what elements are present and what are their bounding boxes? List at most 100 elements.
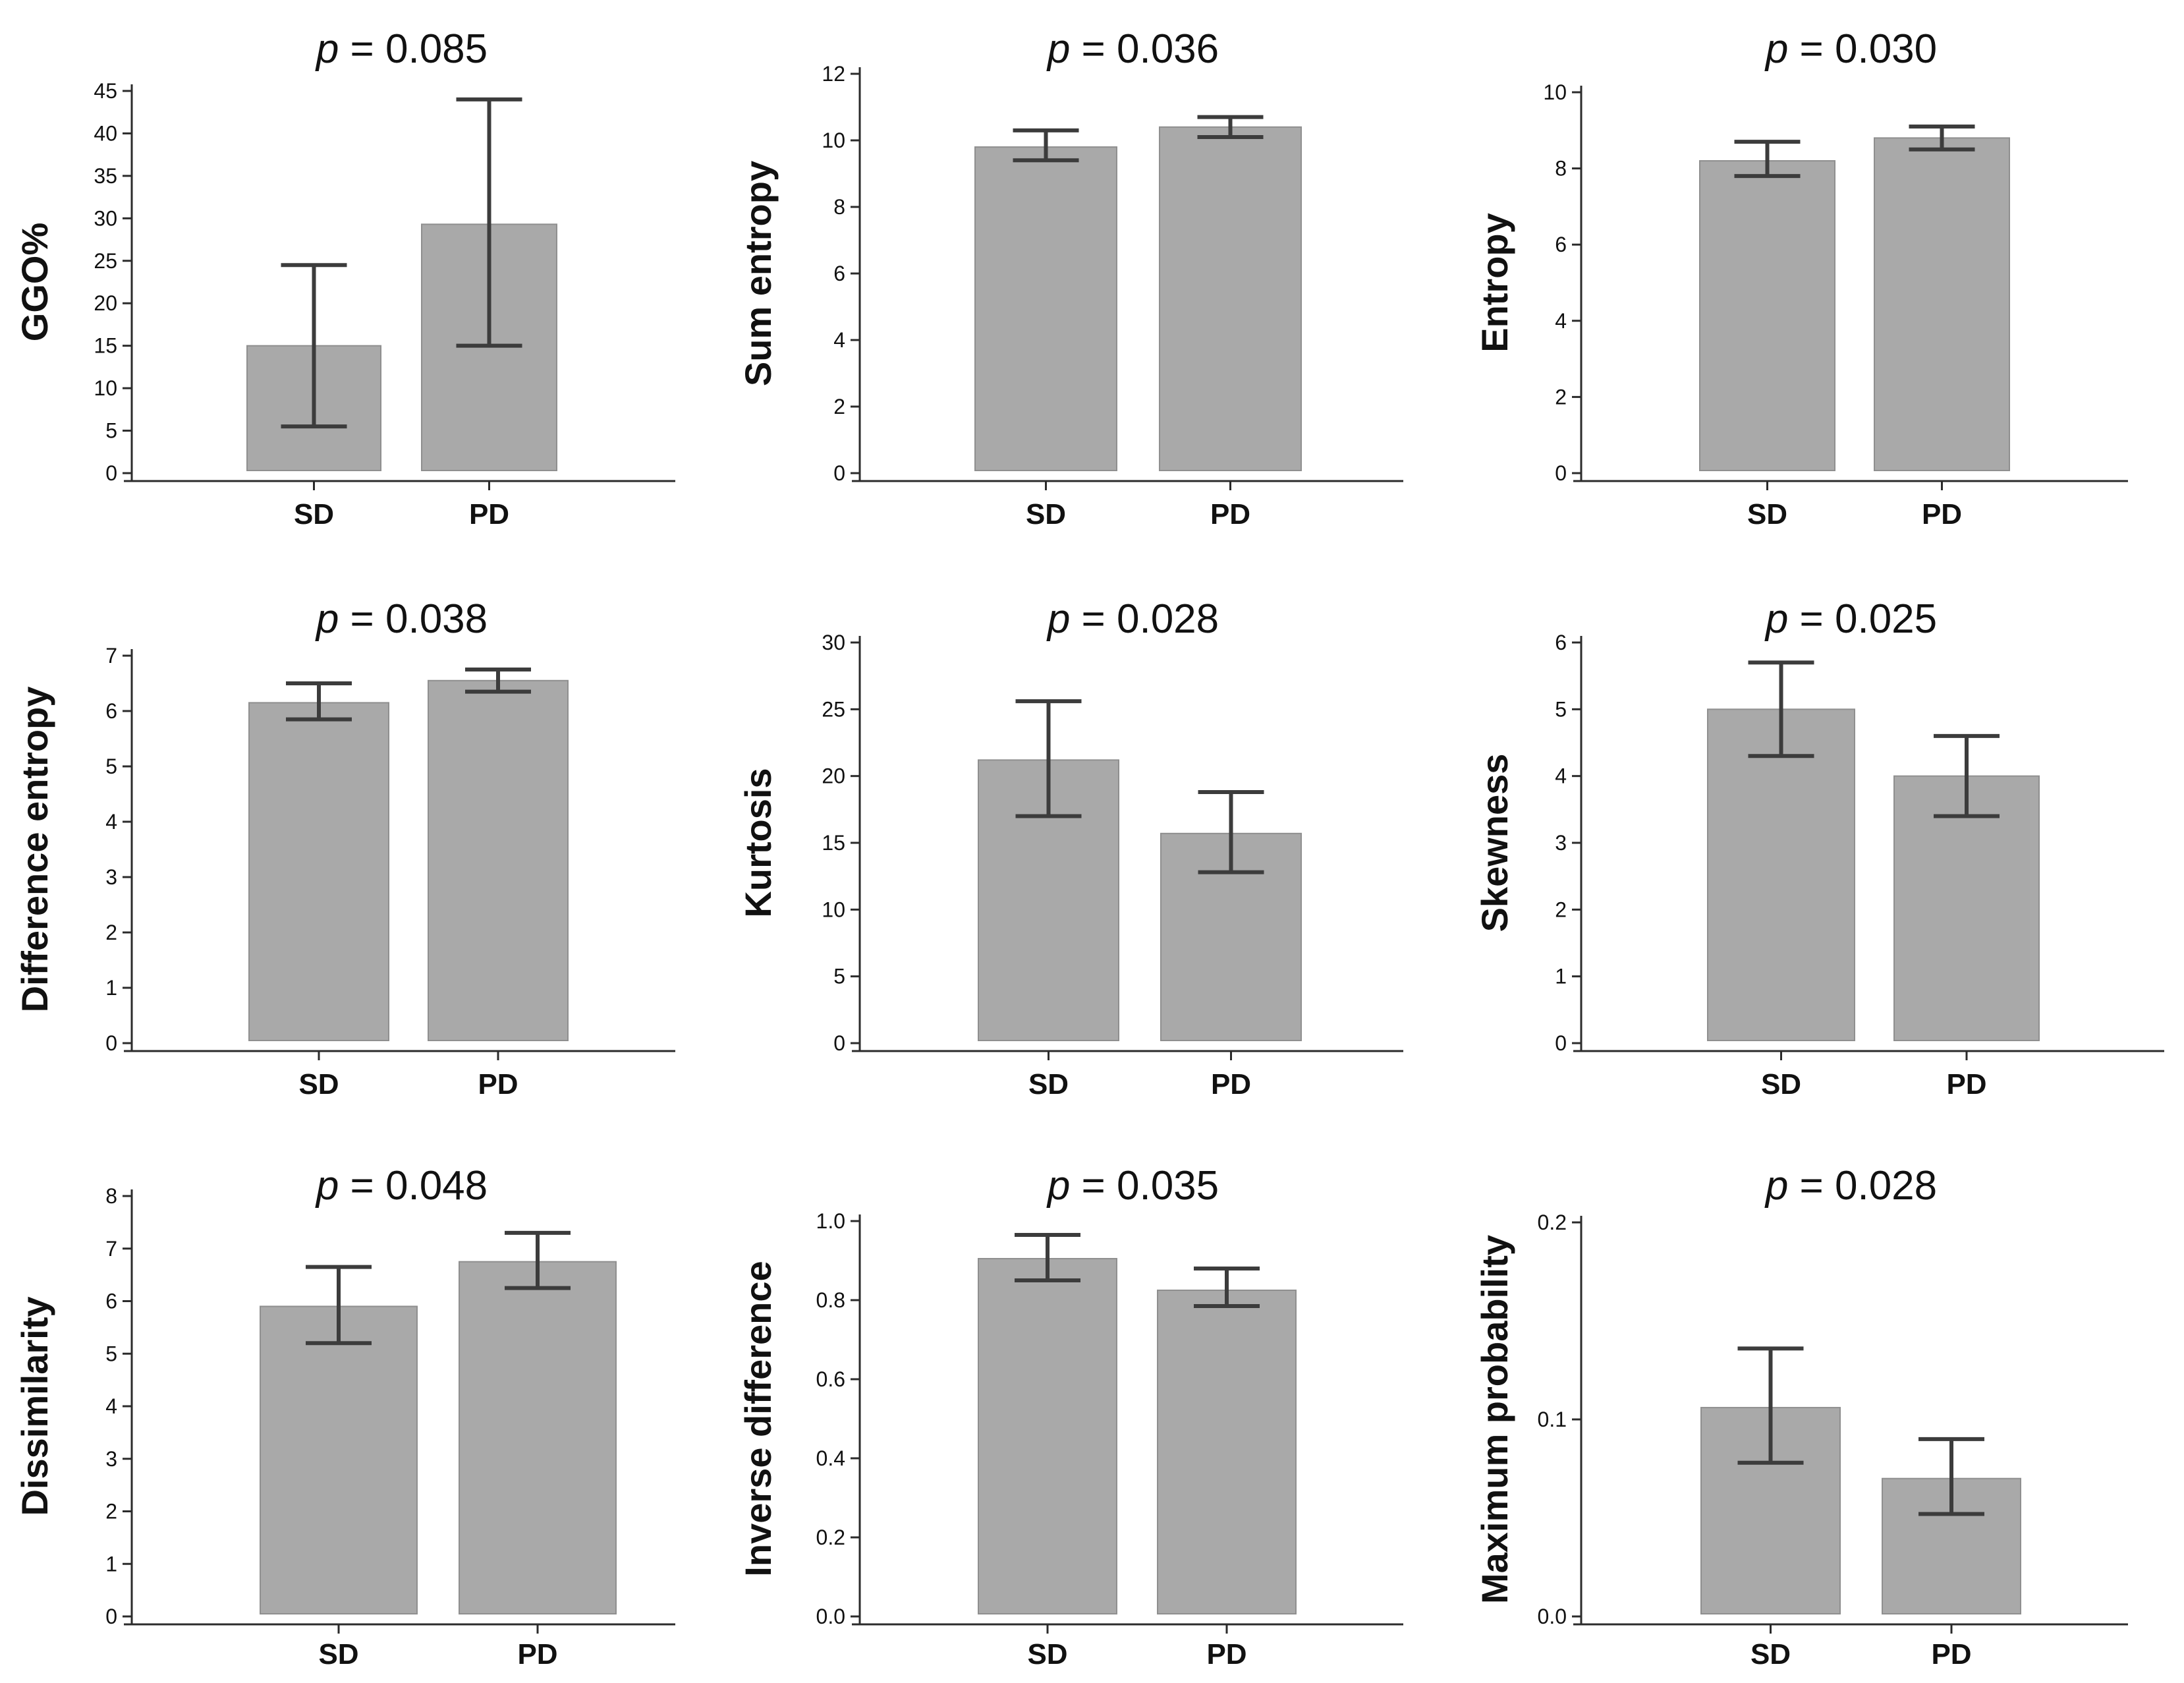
y-tick-label: 8 <box>1555 157 1567 181</box>
p-value: = 0.028 <box>1788 1163 1937 1209</box>
y-tick-label: 2 <box>105 921 117 944</box>
y-tick-label: 5 <box>105 1342 117 1365</box>
y-tick-label: 0 <box>1555 461 1567 485</box>
y-tick-label: 3 <box>1555 831 1567 855</box>
y-axis-label: GGO% <box>14 223 55 341</box>
y-tick-label: 4 <box>833 328 845 352</box>
x-tick-label: PD <box>1946 1068 1986 1100</box>
y-tick-label: 0 <box>1555 1031 1567 1055</box>
x-tick-label: PD <box>1211 1068 1251 1100</box>
y-tick-label: 0.0 <box>1538 1605 1567 1628</box>
y-tick-label: 6 <box>105 699 117 723</box>
y-tick-label: 0.0 <box>816 1605 845 1628</box>
y-tick-label: 2 <box>1555 385 1567 409</box>
p-value: = 0.036 <box>1070 26 1219 72</box>
y-tick-label: 0.2 <box>1538 1211 1567 1234</box>
p-value: = 0.048 <box>339 1163 488 1209</box>
error-bar-pd <box>1198 789 1264 874</box>
y-tick-label: 0 <box>833 1031 845 1055</box>
y-tick-label: 6 <box>1555 631 1567 654</box>
y-tick-label: 2 <box>105 1500 117 1524</box>
p-symbol: p <box>1046 596 1070 642</box>
error-bar-pd <box>505 1230 571 1290</box>
y-tick-label: 0.8 <box>816 1288 845 1312</box>
x-tick-label: SD <box>1761 1068 1801 1100</box>
y-tick-label: 4 <box>1555 764 1567 788</box>
x-tick-label: SD <box>1026 498 1066 530</box>
x-tick-label: PD <box>1922 498 1962 530</box>
p-value: = 0.085 <box>339 26 488 72</box>
p-symbol: p <box>315 1163 339 1209</box>
p-value-title: p = 0.038 <box>315 596 488 642</box>
p-value-title: p = 0.035 <box>1046 1163 1219 1209</box>
p-symbol: p <box>1764 596 1788 642</box>
y-tick-label: 25 <box>822 697 845 721</box>
error-bar-pd <box>465 668 531 694</box>
bar-pd <box>428 679 569 1042</box>
x-tick-label: SD <box>298 1068 339 1100</box>
bar-pd <box>1157 1290 1297 1614</box>
y-axis-label: Sum entropy <box>737 161 779 386</box>
y-axis-label: Skewness <box>1474 754 1515 932</box>
y-tick-label: 1 <box>105 976 117 1000</box>
bar-sd <box>248 702 389 1041</box>
error-bar-sd <box>306 1265 372 1346</box>
error-bar-pd <box>1918 1437 1984 1516</box>
y-tick-label: 0.2 <box>816 1526 845 1549</box>
y-tick-label: 1.0 <box>816 1209 845 1233</box>
p-value: = 0.038 <box>339 596 488 642</box>
y-tick-label: 5 <box>105 419 117 443</box>
bar-pd <box>459 1261 617 1614</box>
p-value: = 0.035 <box>1070 1163 1219 1209</box>
y-tick-label: 15 <box>822 831 845 855</box>
y-tick-label: 20 <box>822 764 845 788</box>
bar-sd <box>1699 160 1835 471</box>
error-bar-sd <box>281 263 347 429</box>
p-value-title: p = 0.030 <box>1764 26 1937 72</box>
y-axis-label: Dissimilarity <box>14 1296 55 1516</box>
x-tick-label: PD <box>478 1068 518 1100</box>
x-tick-label: SD <box>1750 1638 1791 1670</box>
p-symbol: p <box>315 596 339 642</box>
y-tick-label: 5 <box>833 965 845 988</box>
y-axis-label: Inverse difference <box>737 1261 779 1576</box>
y-tick-label: 2 <box>1555 898 1567 921</box>
y-tick-label: 0 <box>105 1605 117 1628</box>
bar-pd <box>1893 775 2040 1041</box>
chart-panel-9: p = 0.028 Maximum probability 0.0 0.1 0.2 SD P… <box>1474 1163 2128 1670</box>
p-value: = 0.025 <box>1788 596 1937 642</box>
y-tick-label: 0 <box>833 461 845 485</box>
y-tick-label: 10 <box>1543 80 1567 104</box>
chart-panel-1: p = 0.085 GGO% 0 5 10 15 20 25 30 35 40 45 SD PD <box>14 26 675 530</box>
y-tick-label: 0.6 <box>816 1367 845 1391</box>
x-tick-label: SD <box>1027 1638 1067 1670</box>
y-tick-label: 5 <box>105 755 117 778</box>
error-bar-sd <box>1734 140 1801 179</box>
y-tick-label: 10 <box>94 376 117 400</box>
chart-panel-5: p = 0.028 Kurtosis 0 5 10 15 20 25 30 SD PD <box>737 596 1403 1100</box>
x-tick-label: SD <box>1747 498 1787 530</box>
y-tick-label: 10 <box>822 128 845 152</box>
x-tick-label: PD <box>1206 1638 1246 1670</box>
error-bar-sd <box>286 681 352 722</box>
y-tick-label: 6 <box>105 1290 117 1313</box>
y-tick-label: 3 <box>105 865 117 889</box>
y-tick-label: 3 <box>105 1447 117 1471</box>
x-tick-label: PD <box>469 498 509 530</box>
error-bar-sd <box>1015 1233 1080 1282</box>
y-tick-label: 30 <box>94 206 117 230</box>
error-bar-sd <box>1748 660 1814 758</box>
y-axis-label: Entropy <box>1474 213 1515 353</box>
p-symbol: p <box>1764 1163 1788 1209</box>
y-tick-label: 30 <box>822 631 845 654</box>
y-tick-label: 1 <box>1555 965 1567 988</box>
chart-panel-6: p = 0.025 Skewness 0 1 2 3 4 5 6 SD PD <box>1474 596 2164 1100</box>
y-tick-label: 20 <box>94 291 117 315</box>
y-tick-label: 8 <box>105 1184 117 1208</box>
bar-pd <box>1159 126 1302 472</box>
p-value: = 0.028 <box>1070 596 1219 642</box>
y-tick-label: 4 <box>105 1394 117 1418</box>
p-symbol: p <box>1764 26 1788 72</box>
bar-sd <box>974 146 1117 471</box>
bar-sd <box>260 1305 418 1614</box>
